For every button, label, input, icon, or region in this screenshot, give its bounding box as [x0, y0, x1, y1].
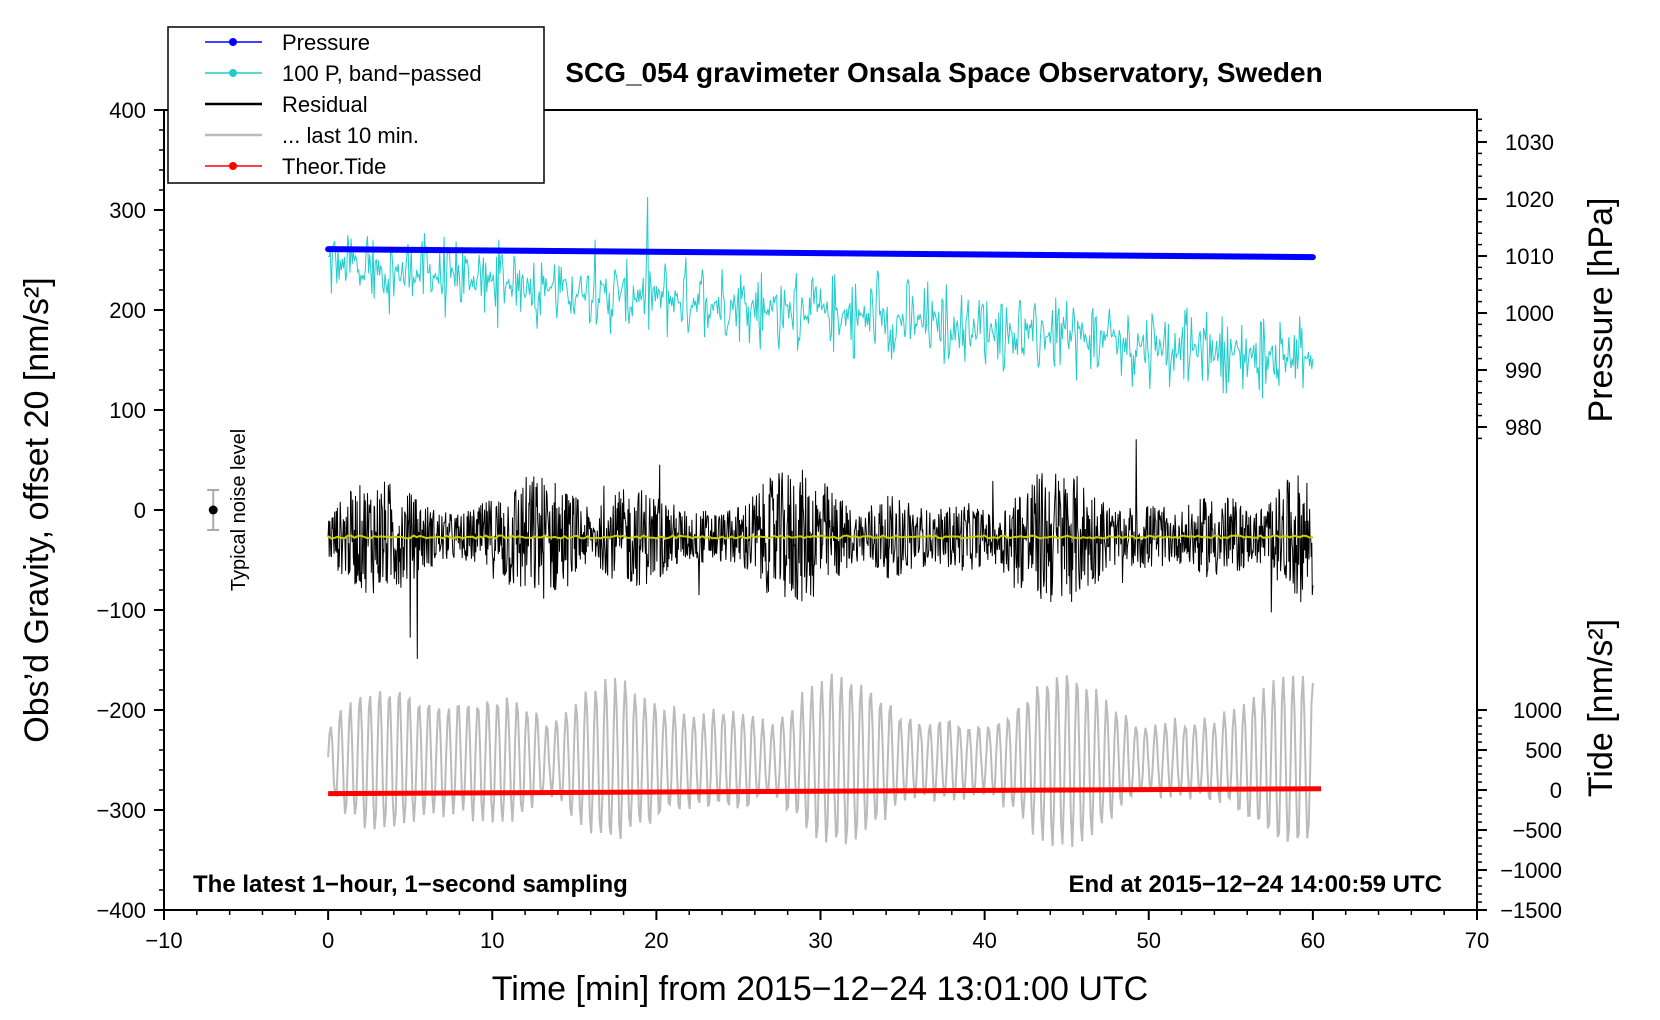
y-left-tick-label-3: 100 — [109, 398, 146, 423]
legend-marker-4 — [229, 162, 237, 170]
tide-tick-label-5: −1500 — [1500, 898, 1562, 923]
pressure-tick-label-5: 980 — [1505, 415, 1542, 440]
y-left-tick-label-8: −400 — [96, 898, 146, 923]
y-left-tick-label-0: 400 — [109, 98, 146, 123]
annotation-sampling: The latest 1−hour, 1−second sampling — [193, 871, 628, 898]
pressure-tick-label-3: 1000 — [1505, 301, 1554, 326]
noise-level-label: Typical noise level — [228, 429, 250, 591]
series-theor-tide-line — [328, 786, 1322, 797]
tide-tick-label-4: −1000 — [1500, 858, 1562, 883]
legend-label-1: 100 P, band−passed — [282, 61, 482, 86]
pressure-tick-label-4: 990 — [1505, 358, 1542, 383]
series-last-10-min-line — [327, 673, 1314, 848]
y-axis-pressure: 1030 1020 1010 1000 990 980 — [1477, 118, 1554, 440]
x-tick-label-4: 30 — [808, 928, 832, 953]
x-tick-label-6: 50 — [1137, 928, 1161, 953]
tide-tick-label-1: 500 — [1525, 738, 1562, 763]
pressure-tick-label-2: 1010 — [1505, 244, 1554, 269]
series-pressure-line — [325, 246, 1316, 261]
x-tick-label-2: 10 — [480, 928, 504, 953]
pressure-tick-label-1: 1020 — [1505, 187, 1554, 212]
series-residual-line — [327, 439, 1314, 659]
y-left-tick-label-7: −300 — [96, 798, 146, 823]
x-tick-label-8: 70 — [1465, 928, 1489, 953]
noise-level-marker — [207, 489, 220, 531]
annotation-end-time: End at 2015−12−24 14:00:59 UTC — [1068, 871, 1442, 898]
y-left-tick-label-1: 300 — [109, 198, 146, 223]
tide-tick-label-3: −500 — [1512, 818, 1562, 843]
y-axis-left: 400 300 200 100 0 −100 −200 −300 −400 — [96, 98, 164, 923]
series-band-passed-line — [327, 196, 1314, 399]
pressure-tick-label-0: 1030 — [1505, 130, 1554, 155]
legend-marker-0 — [229, 38, 237, 46]
tide-tick-label-0: 1000 — [1513, 698, 1562, 723]
x-tick-label-7: 60 — [1301, 928, 1325, 953]
y-left-tick-label-4: 0 — [134, 498, 146, 523]
pressure-axis-label: Pressure [hPa] — [1582, 198, 1620, 423]
x-tick-label-1: 0 — [322, 928, 334, 953]
y-left-tick-label-5: −100 — [96, 598, 146, 623]
x-axis-label: Time [min] from 2015−12−24 13:01:00 UTC — [492, 970, 1148, 1008]
legend-label-0: Pressure — [282, 30, 370, 55]
chart-title: SCG_054 gravimeter Onsala Space Observat… — [565, 57, 1322, 88]
series-residual-mean-line — [327, 534, 1314, 540]
y-axis-left-label: Obs’d Gravity, offset 20 [nm/s²] — [18, 277, 56, 742]
tide-tick-label-2: 0 — [1550, 778, 1562, 803]
legend-label-3: ... last 10 min. — [282, 123, 419, 148]
noise-point — [208, 505, 218, 515]
y-axis-tide: 1000 500 0 −500 −1000 −1500 — [1477, 698, 1562, 923]
legend-marker-1 — [229, 69, 237, 77]
x-tick-label-5: 40 — [972, 928, 996, 953]
x-tick-label-3: 20 — [644, 928, 668, 953]
legend-label-4: Theor.Tide — [282, 154, 386, 179]
x-tick-label-0: −10 — [145, 928, 182, 953]
y-left-tick-label-6: −200 — [96, 698, 146, 723]
x-axis: −10 0 10 20 30 40 50 60 70 — [145, 910, 1489, 953]
legend-label-2: Residual — [282, 92, 368, 117]
legend: Pressure 100 P, band−passed Residual ... la… — [167, 26, 545, 184]
y-left-tick-label-2: 200 — [109, 298, 146, 323]
series-layer — [325, 196, 1322, 848]
tide-axis-label: Tide [nm/s²] — [1582, 619, 1620, 797]
